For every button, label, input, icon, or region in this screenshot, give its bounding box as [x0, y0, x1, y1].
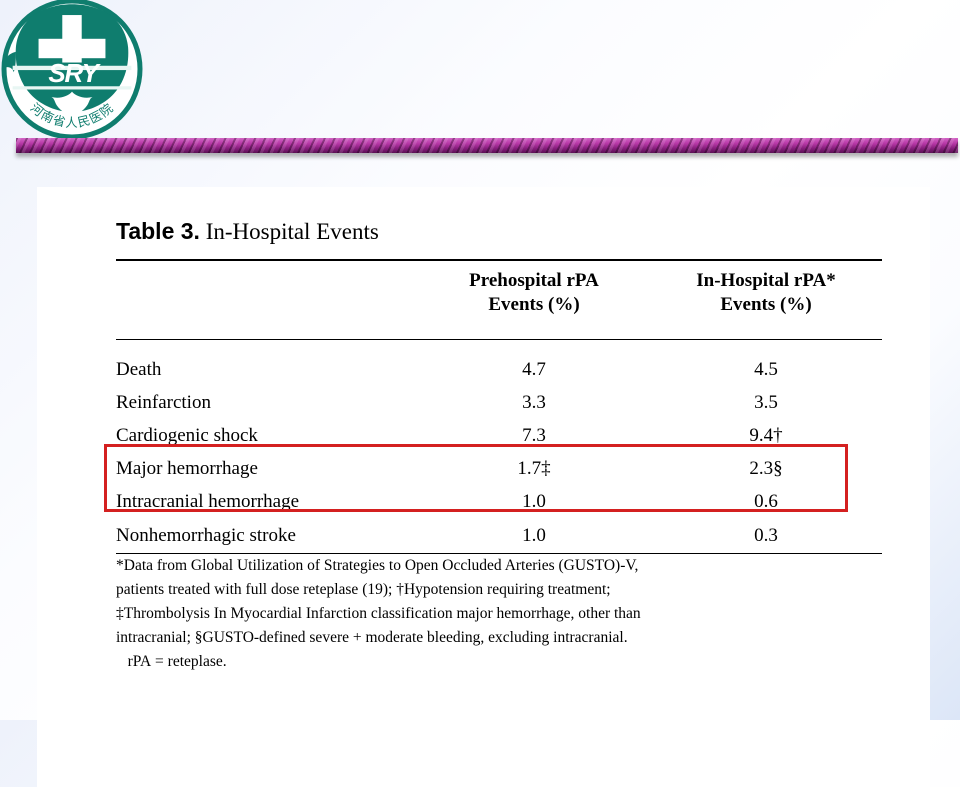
svg-text:SRY: SRY [48, 60, 101, 88]
